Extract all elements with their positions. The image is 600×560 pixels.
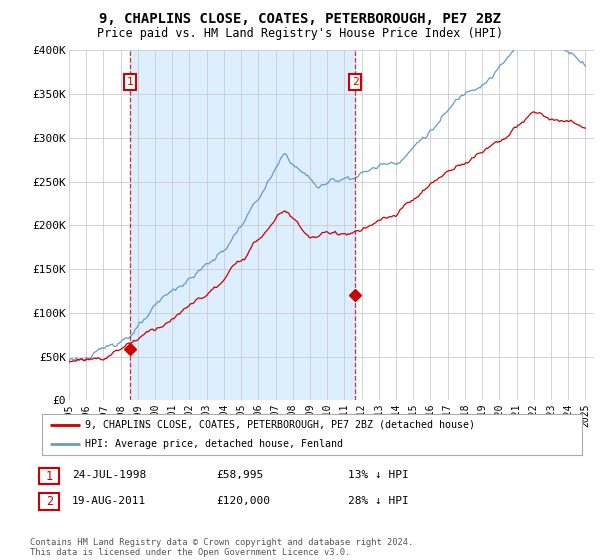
Text: 24-JUL-1998: 24-JUL-1998	[72, 470, 146, 480]
Text: £58,995: £58,995	[216, 470, 263, 480]
Text: 19-AUG-2011: 19-AUG-2011	[72, 496, 146, 506]
Text: 9, CHAPLINS CLOSE, COATES, PETERBOROUGH, PE7 2BZ (detached house): 9, CHAPLINS CLOSE, COATES, PETERBOROUGH,…	[85, 420, 475, 430]
Text: Contains HM Land Registry data © Crown copyright and database right 2024.
This d: Contains HM Land Registry data © Crown c…	[30, 538, 413, 557]
Text: 13% ↓ HPI: 13% ↓ HPI	[348, 470, 409, 480]
Text: Price paid vs. HM Land Registry's House Price Index (HPI): Price paid vs. HM Land Registry's House …	[97, 27, 503, 40]
Bar	[130, 50, 355, 400]
Text: £120,000: £120,000	[216, 496, 270, 506]
Text: 1: 1	[46, 469, 53, 483]
Text: 9, CHAPLINS CLOSE, COATES, PETERBOROUGH, PE7 2BZ: 9, CHAPLINS CLOSE, COATES, PETERBOROUGH,…	[99, 12, 501, 26]
Text: 2: 2	[46, 495, 53, 508]
Text: 1: 1	[127, 77, 134, 87]
Text: 2: 2	[352, 77, 359, 87]
Text: HPI: Average price, detached house, Fenland: HPI: Average price, detached house, Fenl…	[85, 439, 343, 449]
Text: 28% ↓ HPI: 28% ↓ HPI	[348, 496, 409, 506]
